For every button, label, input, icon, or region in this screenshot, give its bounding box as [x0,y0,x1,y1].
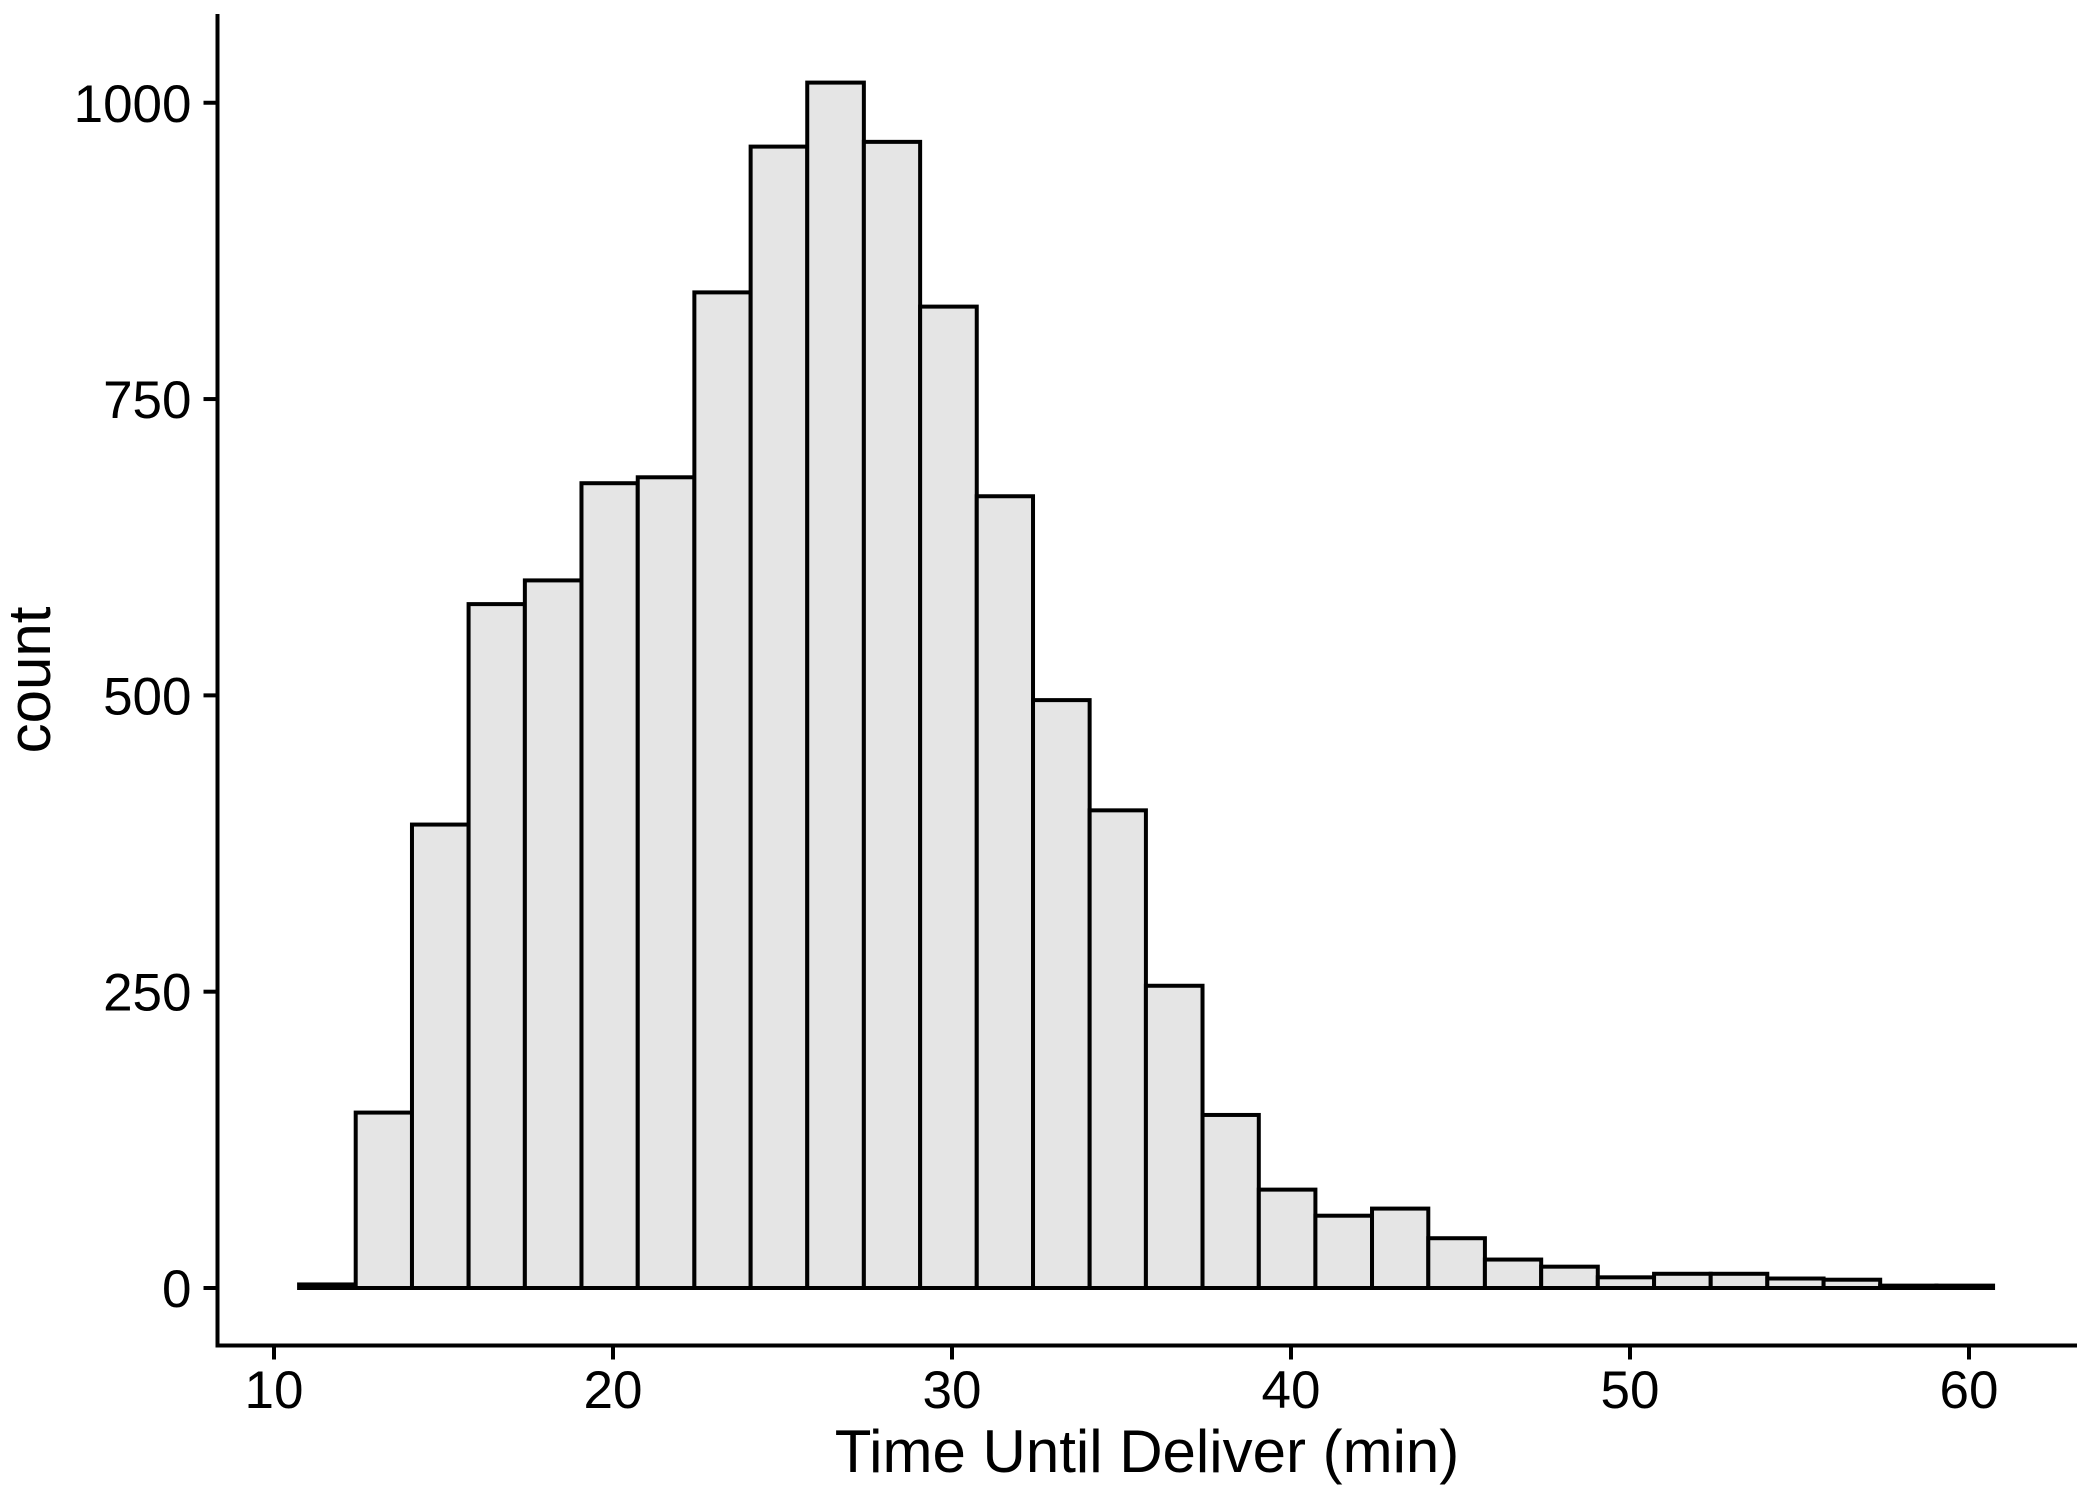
histogram-bar [579,481,640,1290]
histogram-bar [1539,1264,1600,1291]
y-tick-label: 0 [162,1260,191,1319]
histogram-bar [1313,1213,1375,1290]
histogram-bar [1595,1275,1657,1291]
histogram-bar [918,304,979,1291]
histogram-bar [1708,1271,1770,1290]
histogram-bar [1256,1187,1318,1291]
histogram-bar [1031,698,1092,1290]
x-tick-label: 60 [1940,1361,1999,1420]
histogram-bar [1370,1206,1431,1291]
x-tick-label: 50 [1601,1361,1660,1420]
histogram-bar [409,822,471,1290]
histogram-bar [1143,983,1205,1290]
histogram-bar [1087,808,1148,1290]
histogram-bar [1426,1236,1487,1290]
x-axis-title: Time Until Deliver (min) [834,1418,1460,1485]
histogram-bar [1482,1257,1544,1290]
x-tick-label: 30 [923,1361,982,1420]
histogram-bar [1765,1276,1826,1290]
histogram-bar [297,1282,358,1290]
y-tick-label: 500 [103,667,191,726]
y-tick-label: 250 [103,964,191,1023]
histogram-bar [1200,1112,1261,1290]
y-tick-label: 1000 [74,75,192,134]
histogram-bar [692,290,753,1290]
histogram-bar [861,139,923,1290]
histogram-bar [635,475,697,1290]
x-tick-label: 40 [1262,1361,1321,1420]
histogram-bar [1934,1283,1996,1291]
histogram-bar [1878,1283,1939,1291]
y-axis-title: count [0,606,63,754]
histogram-bar [805,80,866,1291]
histogram-bar [1652,1271,1713,1290]
y-tick-label: 750 [103,371,191,430]
x-tick-label: 10 [245,1361,304,1420]
x-tick-label: 20 [584,1361,643,1420]
histogram-bar [466,602,527,1290]
histogram-bar [748,144,810,1290]
histogram-bar [353,1110,414,1291]
histogram-bar [974,494,1036,1290]
histogram-bar [1821,1277,1883,1290]
histogram-bar [522,578,584,1290]
